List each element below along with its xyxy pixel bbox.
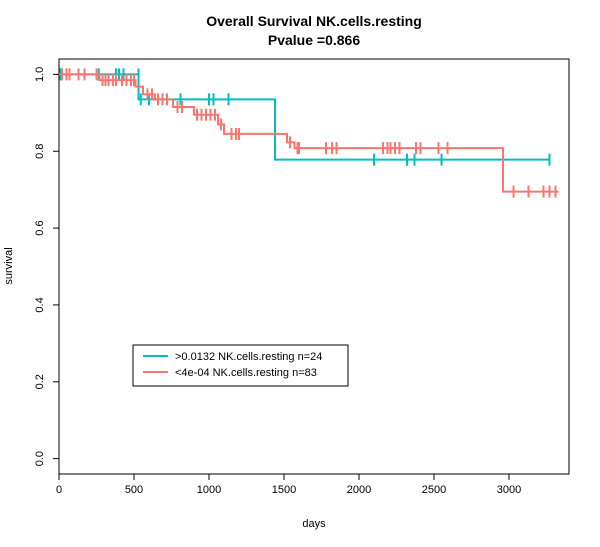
y-tick-label: 1.0: [34, 67, 46, 82]
legend-label-high: >0.0132 NK.cells.resting n=24: [175, 351, 322, 363]
y-tick-label: 0.8: [34, 144, 46, 159]
series-layer: [59, 68, 559, 198]
legend-label-low: <4e-04 NK.cells.resting n=83: [175, 367, 317, 379]
legend-box: [132, 344, 349, 387]
legend: >0.0132 NK.cells.resting n=24 <4e-04 NK.…: [132, 344, 349, 387]
y-tick-label: 0.6: [34, 220, 46, 235]
y-tick-label: 0.4: [34, 297, 46, 312]
x-tick-label: 2000: [347, 484, 371, 496]
x-tick-label: 3000: [497, 484, 521, 496]
x-axis: 0 500 1000 1500 2000 2500 3000: [56, 474, 521, 496]
y-tick-label: 0.0: [34, 451, 46, 466]
survival-curve-0: [59, 73, 550, 161]
x-axis-label: days: [302, 518, 326, 530]
survival-curve-1: [59, 73, 559, 193]
y-tick-label: 0.2: [34, 374, 46, 389]
x-tick-label: 1000: [197, 484, 221, 496]
x-tick-label: 0: [56, 484, 62, 496]
chart-subtitle: Pvalue =0.866: [268, 32, 360, 48]
x-tick-label: 1500: [272, 484, 296, 496]
x-tick-label: 2500: [422, 484, 446, 496]
plot-frame: [58, 58, 570, 475]
chart-title: Overall Survival NK.cells.resting: [206, 13, 422, 29]
x-tick-label: 500: [125, 484, 143, 496]
y-axis-label: survival: [3, 247, 15, 284]
y-axis: 0.0 0.2 0.4 0.6 0.8 1.0: [34, 67, 59, 466]
